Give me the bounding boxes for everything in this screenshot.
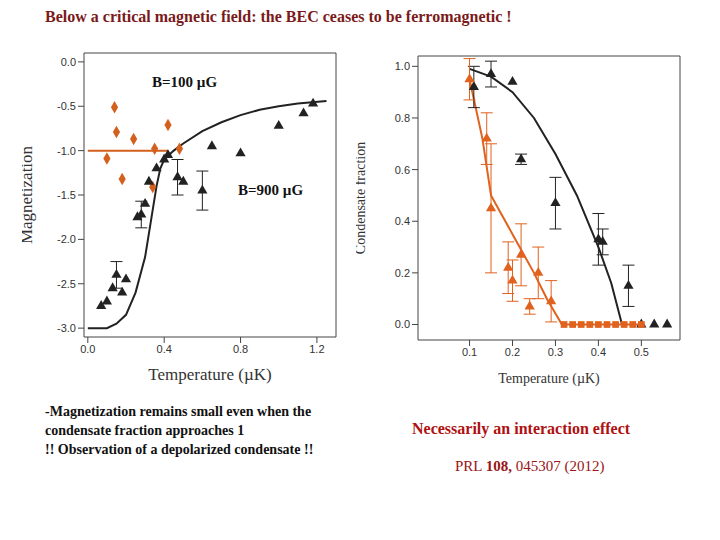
html-text:Necessarily an interaction eff: Necessarily an interaction effect xyxy=(412,420,631,437)
svg-text:0.1: 0.1 xyxy=(462,346,477,358)
svg-text:-2.5: -2.5 xyxy=(57,278,76,290)
svg-text:0.8: 0.8 xyxy=(395,112,410,124)
html-text:!! Observation of a depolarize: !! Observation of a depolarized condensa… xyxy=(45,442,314,457)
svg-text:0.0: 0.0 xyxy=(80,343,95,355)
svg-text:0.0: 0.0 xyxy=(61,56,76,68)
html-text:B=900 µG: B=900 µG xyxy=(238,182,304,198)
svg-text:1.2: 1.2 xyxy=(309,343,324,355)
svg-text:-3.0: -3.0 xyxy=(57,322,76,334)
html-text:PRL 108, 045307 (2012): PRL 108, 045307 (2012) xyxy=(455,458,605,474)
svg-text:-2.0: -2.0 xyxy=(57,233,76,245)
svg-text:-0.5: -0.5 xyxy=(57,100,76,112)
svg-text:0.3: 0.3 xyxy=(548,346,563,358)
svg-text:0.2: 0.2 xyxy=(395,267,410,279)
svg-text:0.8: 0.8 xyxy=(233,343,248,355)
html-text:B=100 µG: B=100 µG xyxy=(152,74,218,90)
svg-text:0.4: 0.4 xyxy=(395,215,410,227)
svg-text:1.0: 1.0 xyxy=(395,60,410,72)
svg-text:Condensate fraction: Condensate fraction xyxy=(356,142,368,254)
html-text:-Magnetization remains small e: -Magnetization remains small even when t… xyxy=(45,404,312,438)
svg-text:0.5: 0.5 xyxy=(634,346,649,358)
svg-text:0.4: 0.4 xyxy=(157,343,172,355)
svg-text:-1.5: -1.5 xyxy=(57,189,76,201)
svg-text:0.0: 0.0 xyxy=(395,318,410,330)
svg-text:0.4: 0.4 xyxy=(591,346,606,358)
svg-text:0.6: 0.6 xyxy=(395,164,410,176)
svg-text:Magnetization: Magnetization xyxy=(22,145,36,244)
svg-text:0.2: 0.2 xyxy=(505,346,520,358)
svg-text:-1.0: -1.0 xyxy=(57,145,76,157)
svg-text:Temperature (µK): Temperature (µK) xyxy=(148,365,271,384)
html-text:Below a critical magnetic fiel: Below a critical magnetic field: the BEC… xyxy=(45,8,512,25)
svg-text:Temperature (µK): Temperature (µK) xyxy=(498,371,600,387)
